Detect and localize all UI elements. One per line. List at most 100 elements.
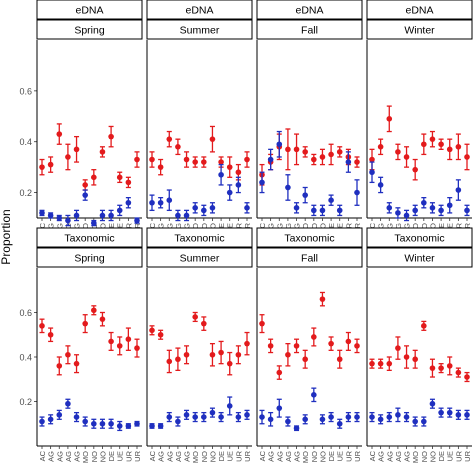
blue-point: [455, 187, 462, 193]
red-point: [336, 149, 343, 155]
strip-season-label: Fall: [301, 25, 318, 37]
x-tick-label: AG: [284, 451, 293, 462]
blue-point: [455, 412, 462, 418]
red-point: [386, 360, 393, 367]
red-point: [455, 144, 462, 150]
red-point: [377, 360, 384, 367]
x-tick-label: UR: [463, 450, 472, 461]
red-point: [116, 343, 123, 349]
y-tick-label: 0.4: [19, 137, 32, 147]
red-point: [125, 179, 132, 186]
blue-point: [116, 207, 123, 214]
blue-point: [412, 207, 418, 214]
x-tick-label: DE: [437, 451, 446, 461]
red-point: [446, 363, 453, 369]
x-tick-label: AC: [148, 450, 157, 461]
blue-point: [464, 207, 470, 214]
x-tick-label: AC: [368, 450, 377, 461]
strip-season-label: Winter: [404, 253, 435, 265]
x-tick-label: AG: [174, 451, 183, 462]
blue-point: [82, 418, 88, 425]
red-point: [56, 363, 63, 369]
blue-point: [429, 205, 436, 211]
blue-point: [285, 418, 291, 425]
blue-point: [73, 212, 80, 219]
x-tick-label: AG: [165, 451, 174, 462]
x-tick-label: AG: [157, 451, 166, 462]
strip-season: [146, 19, 253, 40]
red-point: [47, 331, 54, 338]
blue-point: [183, 412, 190, 418]
red-point: [311, 156, 317, 163]
blue-point: [446, 409, 453, 416]
blue-point: [412, 418, 418, 425]
red-point: [166, 358, 173, 365]
red-point: [412, 166, 418, 173]
blue-point: [464, 412, 470, 418]
red-point: [226, 164, 233, 170]
blue-point: [319, 207, 326, 214]
y-tick-label: 0.2: [19, 188, 32, 198]
strip-method-label: eDNA: [405, 5, 433, 17]
blue-point: [175, 418, 181, 425]
blue-point: [267, 156, 274, 163]
blue-point: [354, 414, 360, 420]
x-tick-label: UR: [344, 450, 353, 461]
blue-point: [395, 210, 401, 216]
blue-point: [183, 212, 190, 219]
red-point: [438, 141, 444, 148]
red-point: [464, 374, 470, 380]
blue-point: [39, 210, 45, 216]
x-tick-label: UR: [133, 450, 142, 461]
blue-point: [125, 199, 132, 206]
red-point: [134, 156, 140, 163]
red-point: [91, 174, 97, 181]
blue-point: [259, 179, 265, 186]
blue-point: [175, 212, 181, 219]
blue-point: [65, 400, 71, 407]
red-point: [403, 354, 410, 360]
x-tick-label: AG: [385, 451, 394, 462]
strip-season-label: Summer: [180, 25, 220, 37]
red-point: [82, 182, 88, 188]
strip-season: [366, 247, 473, 268]
red-point: [192, 314, 198, 320]
x-tick-label: NO: [310, 451, 319, 462]
red-point: [438, 365, 444, 371]
red-point: [166, 136, 173, 142]
blue-point: [65, 217, 71, 224]
strip-method: [256, 227, 363, 248]
blue-point: [345, 159, 352, 165]
red-point: [259, 320, 265, 327]
red-point: [328, 151, 334, 158]
x-tick-label: NO: [90, 451, 99, 462]
x-tick-label: UR: [124, 450, 133, 461]
red-point: [134, 345, 140, 351]
blue-point: [149, 423, 155, 429]
red-point: [446, 146, 453, 153]
red-point: [369, 360, 375, 367]
blue-point: [157, 423, 164, 429]
red-point: [267, 343, 274, 349]
blue-point: [302, 416, 308, 423]
x-tick-label: NO: [208, 451, 217, 462]
blue-point: [446, 202, 453, 209]
blue-point: [108, 212, 114, 219]
strip-season: [36, 19, 143, 40]
blue-point: [345, 414, 352, 420]
red-point: [328, 340, 334, 347]
strip-season-label: Spring: [74, 253, 105, 265]
strip-method: [366, 227, 473, 248]
strip-season: [256, 247, 363, 268]
x-tick-label: NO: [200, 451, 209, 462]
blue-point: [192, 205, 198, 211]
strip-season-label: Summer: [180, 253, 220, 265]
blue-point: [259, 414, 265, 420]
blue-point: [56, 412, 63, 418]
red-point: [218, 159, 224, 165]
red-point: [293, 146, 300, 153]
blue-point: [319, 416, 326, 423]
